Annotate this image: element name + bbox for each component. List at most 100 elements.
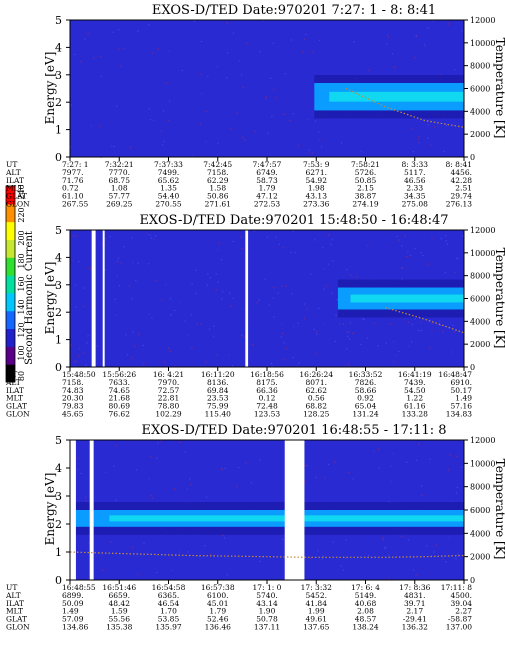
noise-pixel	[295, 252, 297, 254]
noise-pixel	[337, 298, 339, 300]
orbit-row-label: ALT	[5, 168, 21, 177]
noise-pixel	[282, 538, 284, 540]
noise-pixel	[87, 267, 89, 270]
noise-pixel	[342, 323, 344, 325]
y2-tick-label: 2000	[470, 553, 490, 562]
noise-pixel	[264, 278, 266, 280]
noise-pixel	[306, 119, 309, 121]
noise-pixel	[184, 320, 186, 322]
y2-tick-label: 12000	[470, 16, 495, 25]
y-tick-label: 5	[55, 14, 62, 27]
orbit-row-label: ILAT	[6, 176, 24, 185]
noise-pixel	[411, 128, 413, 130]
noise-pixel	[169, 298, 172, 300]
noise-pixel	[75, 361, 77, 363]
noise-pixel	[80, 472, 82, 474]
noise-pixel	[303, 464, 306, 466]
orbit-cell: 16:51:46	[102, 583, 136, 592]
noise-pixel	[85, 496, 87, 498]
y2-tick-label: 2000	[470, 340, 490, 349]
orbit-cell: 7:47:57	[253, 160, 282, 169]
noise-pixel	[72, 260, 74, 262]
noise-pixel	[84, 38, 86, 40]
panel-3-ylabel: Energy [eV]	[43, 473, 57, 546]
orbit-cell: 68.82	[306, 402, 328, 411]
noise-pixel	[165, 82, 168, 84]
noise-pixel	[348, 364, 350, 366]
orbit-cell: 137.11	[254, 623, 280, 632]
noise-pixel	[418, 443, 420, 445]
noise-pixel	[333, 461, 336, 463]
noise-pixel	[373, 322, 375, 324]
noise-pixel	[238, 466, 240, 469]
noise-pixel	[332, 260, 334, 262]
noise-pixel	[302, 51, 304, 53]
noise-pixel	[427, 124, 429, 126]
noise-pixel	[303, 317, 305, 320]
noise-pixel	[315, 353, 317, 355]
noise-pixel	[217, 249, 219, 251]
noise-pixel	[445, 561, 447, 563]
noise-pixel	[163, 140, 165, 143]
panel-3: EXOS-D/TED Date:970201 16:48:55 - 17:11:…	[5, 423, 505, 632]
noise-pixel	[205, 140, 207, 143]
noise-pixel	[173, 488, 176, 490]
orbit-cell: 72.48	[256, 402, 278, 411]
orbit-cell: 62.29	[207, 176, 229, 185]
orbit-cell: 276.13	[446, 200, 472, 209]
noise-pixel	[313, 328, 315, 331]
colorbar-gradient	[5, 185, 16, 383]
orbit-cell: 1.59	[111, 607, 128, 616]
noise-pixel	[132, 546, 134, 549]
y2-tick-label: 4000	[470, 107, 490, 116]
noise-pixel	[110, 541, 112, 543]
noise-pixel	[330, 243, 332, 246]
y-tick-label: 4	[55, 41, 62, 54]
noise-pixel	[268, 304, 270, 306]
noise-pixel	[346, 331, 348, 333]
y2-tick-label: 4000	[470, 317, 490, 326]
noise-pixel	[457, 553, 459, 555]
colorbar-ticks: 80 100 120 140 160 180 200 220 240	[17, 184, 26, 381]
noise-pixel	[200, 40, 203, 43]
orbit-cell: 6749.	[256, 168, 277, 177]
noise-pixel	[445, 124, 448, 126]
noise-pixel	[123, 246, 125, 248]
noise-pixel	[242, 86, 244, 88]
noise-pixel	[270, 77, 272, 79]
noise-pixel	[388, 578, 390, 580]
orbit-cell: 6910.	[451, 378, 472, 387]
noise-pixel	[284, 73, 286, 75]
y2-tick-label: 8000	[470, 483, 490, 492]
y2-tick-label: 12000	[470, 436, 495, 445]
noise-pixel	[135, 469, 138, 471]
orbit-cell: 5452.	[306, 591, 327, 600]
noise-pixel	[147, 233, 149, 235]
noise-pixel	[289, 119, 291, 122]
noise-pixel	[216, 65, 218, 68]
noise-pixel	[135, 280, 137, 282]
noise-pixel	[420, 321, 422, 323]
orbit-cell: 6271.	[306, 168, 327, 177]
orbit-row-label: GLAT	[6, 402, 27, 411]
orbit-cell: 15:56:26	[102, 370, 136, 379]
orbit-cell: 0.92	[357, 394, 374, 403]
orbit-cell: 22.81	[158, 394, 179, 403]
orbit-cell: 41.84	[306, 599, 328, 608]
noise-pixel	[259, 560, 261, 563]
orbit-cell: 29.74	[451, 192, 473, 201]
noise-pixel	[70, 104, 72, 106]
y2-tick-label: 12000	[470, 226, 495, 235]
noise-pixel	[70, 146, 72, 148]
noise-pixel	[252, 344, 254, 346]
orbit-row-label: GLON	[6, 410, 30, 419]
orbit-row-label: UT	[6, 370, 17, 379]
noise-pixel	[245, 42, 248, 44]
data-gap	[284, 440, 305, 580]
orbit-cell: 57.09	[62, 615, 84, 624]
noise-pixel	[382, 539, 385, 541]
noise-pixel	[389, 323, 392, 325]
noise-pixel	[401, 245, 403, 247]
energy-band-core	[350, 294, 464, 303]
noise-pixel	[242, 137, 244, 139]
